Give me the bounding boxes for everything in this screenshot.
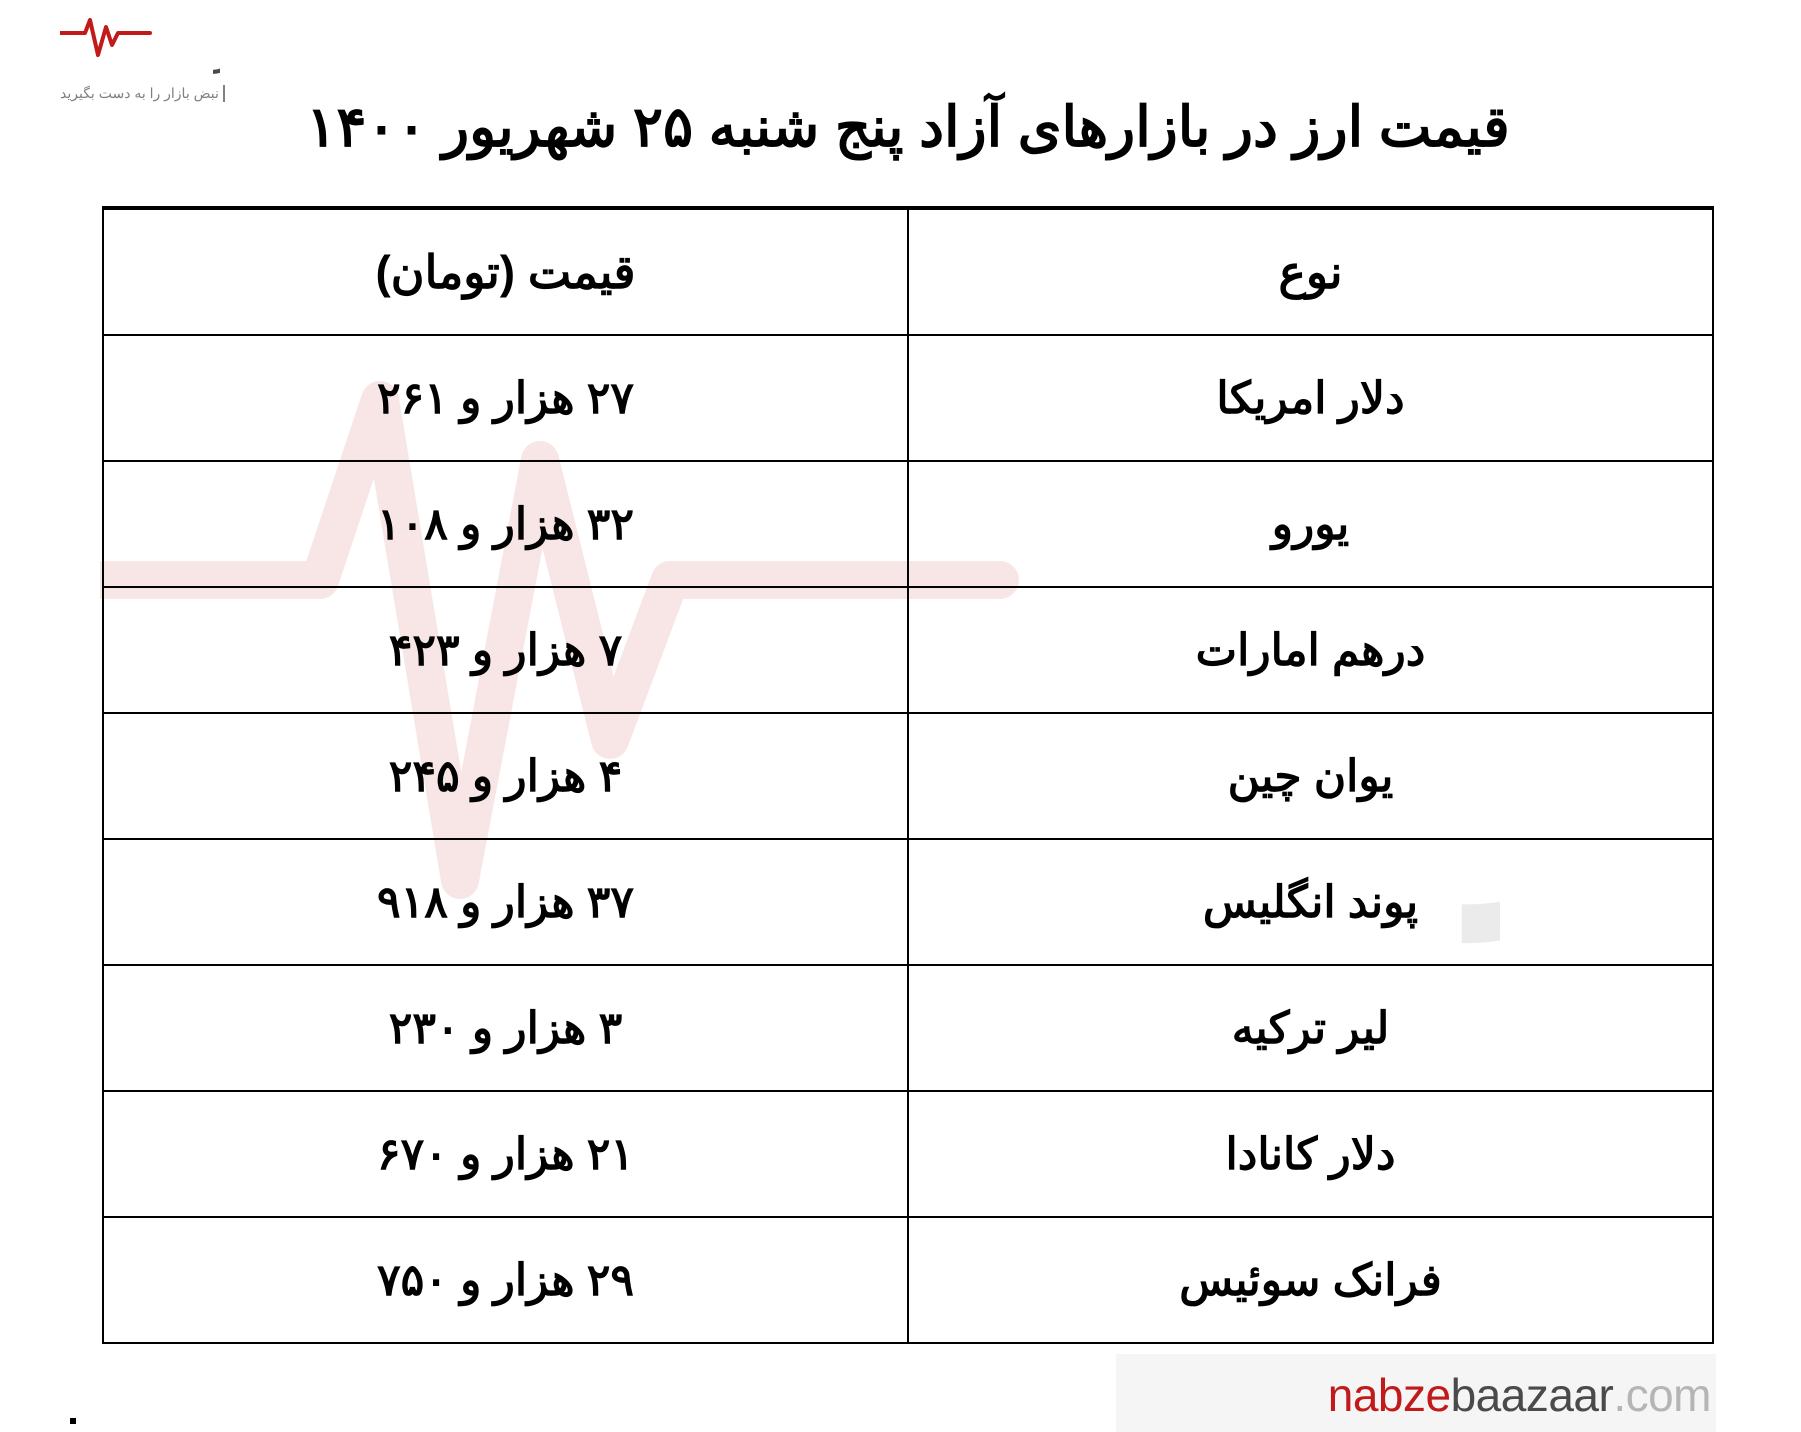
table-row: یوان چین ۴ هزار و ۲۴۵ xyxy=(103,713,1713,839)
table-row: یورو ۳۲ هزار و ۱۰۸ xyxy=(103,461,1713,587)
cell-type: دلار کانادا xyxy=(908,1091,1713,1217)
cell-price: ۳۲ هزار و ۱۰۸ xyxy=(103,461,908,587)
table-row: درهم امارات ۷ هزار و ۴۲۳ xyxy=(103,587,1713,713)
table-row: فرانک سوئیس ۲۹ هزار و ۷۵۰ xyxy=(103,1217,1713,1343)
cell-type: یورو xyxy=(908,461,1713,587)
cell-price: ۷ هزار و ۴۲۳ xyxy=(103,587,908,713)
footer-url: nabzebaazaar.com xyxy=(1328,1368,1711,1422)
table-row: لیر ترکیه ۳ هزار و ۲۳۰ xyxy=(103,965,1713,1091)
cell-type: درهم امارات xyxy=(908,587,1713,713)
currency-table-container: قیمت ارز در بازارهای آزاد پنج شنبه ۲۵ شه… xyxy=(102,48,1714,1344)
cell-type: فرانک سوئیس xyxy=(908,1217,1713,1343)
cell-type: پوند انگلیس xyxy=(908,839,1713,965)
table-row: دلار کانادا ۲۱ هزار و ۶۷۰ xyxy=(103,1091,1713,1217)
table-row: پوند انگلیس ۳۷ هزار و ۹۱۸ xyxy=(103,839,1713,965)
table-title-row: قیمت ارز در بازارهای آزاد پنج شنبه ۲۵ شه… xyxy=(102,48,1714,208)
decorative-dot xyxy=(70,1418,76,1424)
cell-price: ۲۱ هزار و ۶۷۰ xyxy=(103,1091,908,1217)
currency-table: نوع قیمت (تومان) دلار امریکا ۲۷ هزار و ۲… xyxy=(102,208,1714,1344)
cell-price: ۳ هزار و ۲۳۰ xyxy=(103,965,908,1091)
cell-price: ۴ هزار و ۲۴۵ xyxy=(103,713,908,839)
cell-price: ۲۷ هزار و ۲۶۱ xyxy=(103,335,908,461)
table-title: قیمت ارز در بازارهای آزاد پنج شنبه ۲۵ شه… xyxy=(306,94,1510,160)
footer-url-part2: baazaar xyxy=(1451,1369,1614,1421)
footer-url-part1: nabze xyxy=(1328,1369,1451,1421)
cell-type: دلار امریکا xyxy=(908,335,1713,461)
cell-price: ۳۷ هزار و ۹۱۸ xyxy=(103,839,908,965)
cell-type: یوان چین xyxy=(908,713,1713,839)
column-header-price: قیمت (تومان) xyxy=(103,209,908,335)
cell-type: لیر ترکیه xyxy=(908,965,1713,1091)
table-header-row: نوع قیمت (تومان) xyxy=(103,209,1713,335)
column-header-type: نوع xyxy=(908,209,1713,335)
footer-url-part3: .com xyxy=(1613,1369,1711,1421)
cell-price: ۲۹ هزار و ۷۵۰ xyxy=(103,1217,908,1343)
table-body: دلار امریکا ۲۷ هزار و ۲۶۱ یورو ۳۲ هزار و… xyxy=(103,335,1713,1343)
table-row: دلار امریکا ۲۷ هزار و ۲۶۱ xyxy=(103,335,1713,461)
